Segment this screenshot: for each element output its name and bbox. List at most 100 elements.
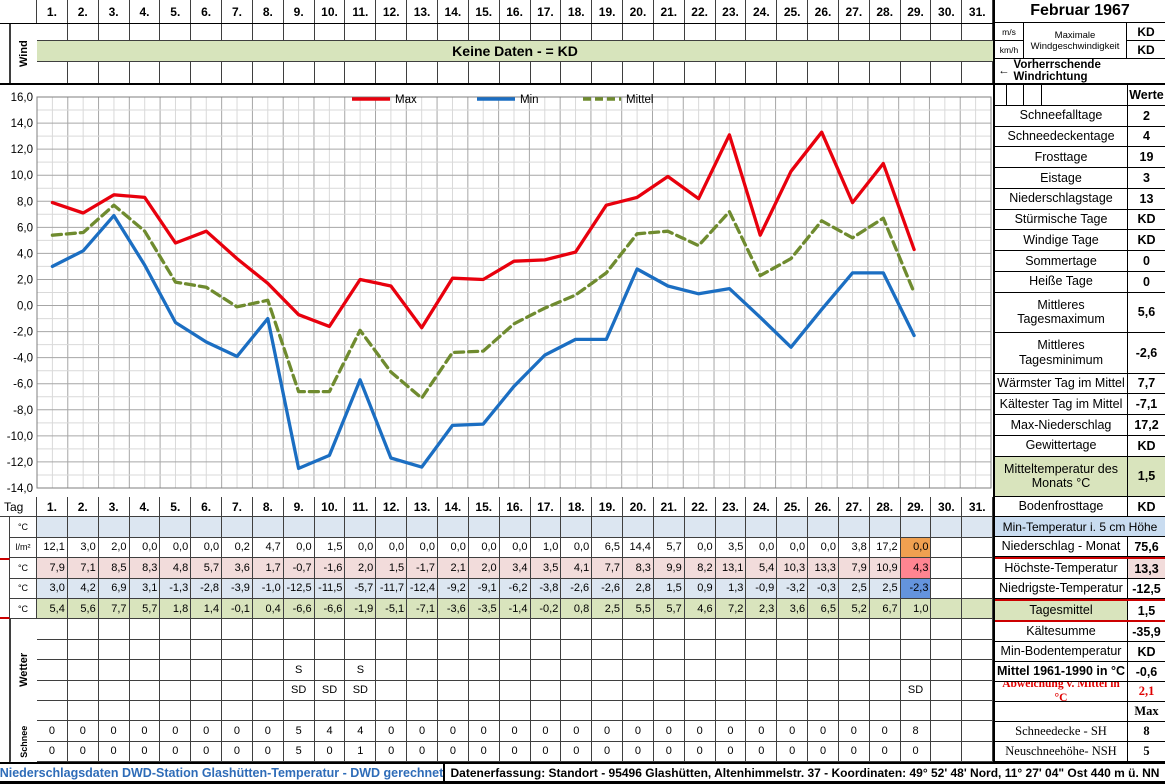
wetter-cell-day-13 <box>407 660 438 681</box>
schnee-cell-day-13: 0 <box>407 721 438 742</box>
wetter-cell-day-8 <box>252 660 284 681</box>
min-temp-5cm-row: °C <box>0 517 994 538</box>
series-line-mittel <box>50 203 916 400</box>
wetter-cell-day-15 <box>468 680 500 701</box>
wetter-cell-day-10: SD <box>314 680 346 701</box>
wetter-row-2 <box>37 639 994 661</box>
schnee-cell-day-1: 0 <box>37 721 68 742</box>
niedrigste-temperatur-day-20: 2,8 <box>623 578 654 599</box>
niederschlag-day-21: 5,7 <box>653 537 685 559</box>
wetter-cell-day-31 <box>962 700 994 722</box>
day-header-29: 29. <box>900 497 932 518</box>
schnee-row-label: Schnee <box>10 721 37 763</box>
stat-row-niederschlag-monat: Niederschlag - Monat 75,6 <box>995 537 1165 557</box>
day-header-23: 23. <box>715 497 747 518</box>
day-header-4: 4. <box>130 0 161 23</box>
wind-cell-day-29 <box>901 24 932 40</box>
y-tick-label: -10,0 <box>7 431 33 443</box>
wetter-cell-day-21 <box>653 619 685 640</box>
wetter-cell-day-31 <box>962 660 994 681</box>
wetter-cell-day-1 <box>37 700 68 722</box>
stat-label: Neuschneehöhe- NSH <box>995 742 1128 761</box>
stat-value: -7,1 <box>1135 397 1158 412</box>
series-line-max <box>50 130 916 330</box>
schnee-cell-day-2: 0 <box>67 721 99 742</box>
day-header-1: 1. <box>37 0 68 23</box>
stat-label: Mitteltemperatur des Monats °C <box>995 456 1128 496</box>
stat-label: Niederschlag - Monat <box>995 537 1128 556</box>
tagesmittel-day-7: -0,1 <box>222 598 253 620</box>
niedrigste-temperatur-day-14: -9,2 <box>437 578 469 599</box>
schnee-cell-day-27: 0 <box>838 721 870 742</box>
tagesmittel-day-28: 6,7 <box>869 598 901 620</box>
wetter-cell-day-19 <box>592 619 624 640</box>
day-header-24: 24. <box>746 0 778 23</box>
y-tick-label: 14,0 <box>11 118 33 130</box>
wetter-cell-day-20 <box>623 660 654 681</box>
wind-cell-day-5 <box>160 62 192 83</box>
niederschlag-day-8: 4,7 <box>252 537 284 559</box>
wetter-cell-day-20 <box>623 619 654 640</box>
tagesmittel-day-13: -7,1 <box>407 598 438 620</box>
wetter-cell-day-4 <box>129 660 161 681</box>
month-header-panel: Februar 1967 m/s km/h Maximale Windgesch… <box>993 0 1165 85</box>
wind-cell-day-3 <box>99 24 130 40</box>
wetter-cell-day-16 <box>499 619 531 640</box>
wind-cell-day-16 <box>500 62 531 83</box>
schnee-cell-day-30 <box>931 741 963 763</box>
stat-value: 19 <box>1139 150 1154 165</box>
stat-row-max: Max <box>995 702 1165 722</box>
wetter-cell-day-14 <box>437 619 469 640</box>
wetter-cell-day-16 <box>499 639 531 661</box>
wetter-cell-day-11 <box>345 700 377 722</box>
day-table-header-row: Tag 1. 2. 3. 4. 5. 6. 7. 8. 9. 10. 11. 12. 13. 14. 15. 1… <box>0 497 994 518</box>
day-header-26: 26. <box>808 0 839 23</box>
wetter-cell-day-24 <box>746 639 778 661</box>
wetter-cell-day-12 <box>376 639 408 661</box>
wetter-cell-day-14 <box>437 700 469 722</box>
schnee-cell-day-19: 0 <box>592 721 624 742</box>
stats-panel-upper: Werte Schneefalltage 2 Schneedeckentage 4 Fro… <box>993 85 1165 497</box>
day-header-2: 2. <box>68 0 99 23</box>
wind-cell-day-4 <box>130 24 161 40</box>
day-header-17: 17. <box>531 0 562 23</box>
wetter-cell-day-12 <box>376 680 408 701</box>
stat-value: 5 <box>1143 744 1150 758</box>
wind-label-column: Wind <box>0 24 37 83</box>
stat-row-mittleres-tagesminimum: Mittleres Tagesminimum -2,6 <box>995 333 1165 374</box>
wetter-cell-day-22 <box>684 700 716 722</box>
day-header-25: 25. <box>777 0 809 23</box>
tagesmittel-day-10: -6,6 <box>314 598 346 620</box>
schnee-cell-day-16: 0 <box>499 741 531 763</box>
wetter-cell-day-4 <box>129 639 161 661</box>
schnee-cell-day-4: 0 <box>129 741 161 763</box>
schnee-cell-day-6: 0 <box>191 721 223 742</box>
wetter-cell-day-14 <box>437 680 469 701</box>
wetter-cell-day-18 <box>561 660 593 681</box>
day-header-10: 10. <box>315 0 346 23</box>
schnee-cell-day-9: 5 <box>283 721 315 742</box>
min-temp-5cm-day-24 <box>746 517 778 538</box>
hoechste-temperatur-day-15: 2,0 <box>468 558 500 579</box>
niederschlag-day-14: 0,0 <box>437 537 469 559</box>
stat-row-neuschneehöhe-nsh: Neuschneehöhe- NSH 5 <box>995 742 1165 762</box>
day-header-17: 17. <box>530 497 562 518</box>
min-temp-5cm-day-6 <box>191 517 223 538</box>
niedrigste-temperatur-day-9: -12,5 <box>283 578 315 599</box>
wind-cell-day-5 <box>160 24 192 40</box>
schnee-cell-day-29: 8 <box>900 721 932 742</box>
wind-cell-day-21 <box>654 24 685 40</box>
wetter-cell-day-29 <box>900 639 932 661</box>
min-temp-5cm-day-10 <box>314 517 346 538</box>
y-tick-label: 0,0 <box>17 301 33 313</box>
hoechste-temperatur-day-31 <box>962 558 994 579</box>
wetter-cell-day-8 <box>252 680 284 701</box>
wetter-cell-day-25 <box>777 619 809 640</box>
wetter-cell-day-31 <box>962 639 994 661</box>
min-temp-5cm-day-15 <box>468 517 500 538</box>
stat-label: Schneefalltage <box>995 105 1128 126</box>
day-header-20: 20. <box>623 497 654 518</box>
wind-cell-day-30 <box>931 62 963 83</box>
day-header-22: 22. <box>685 0 716 23</box>
stat-label: Heiße Tage <box>995 271 1128 292</box>
